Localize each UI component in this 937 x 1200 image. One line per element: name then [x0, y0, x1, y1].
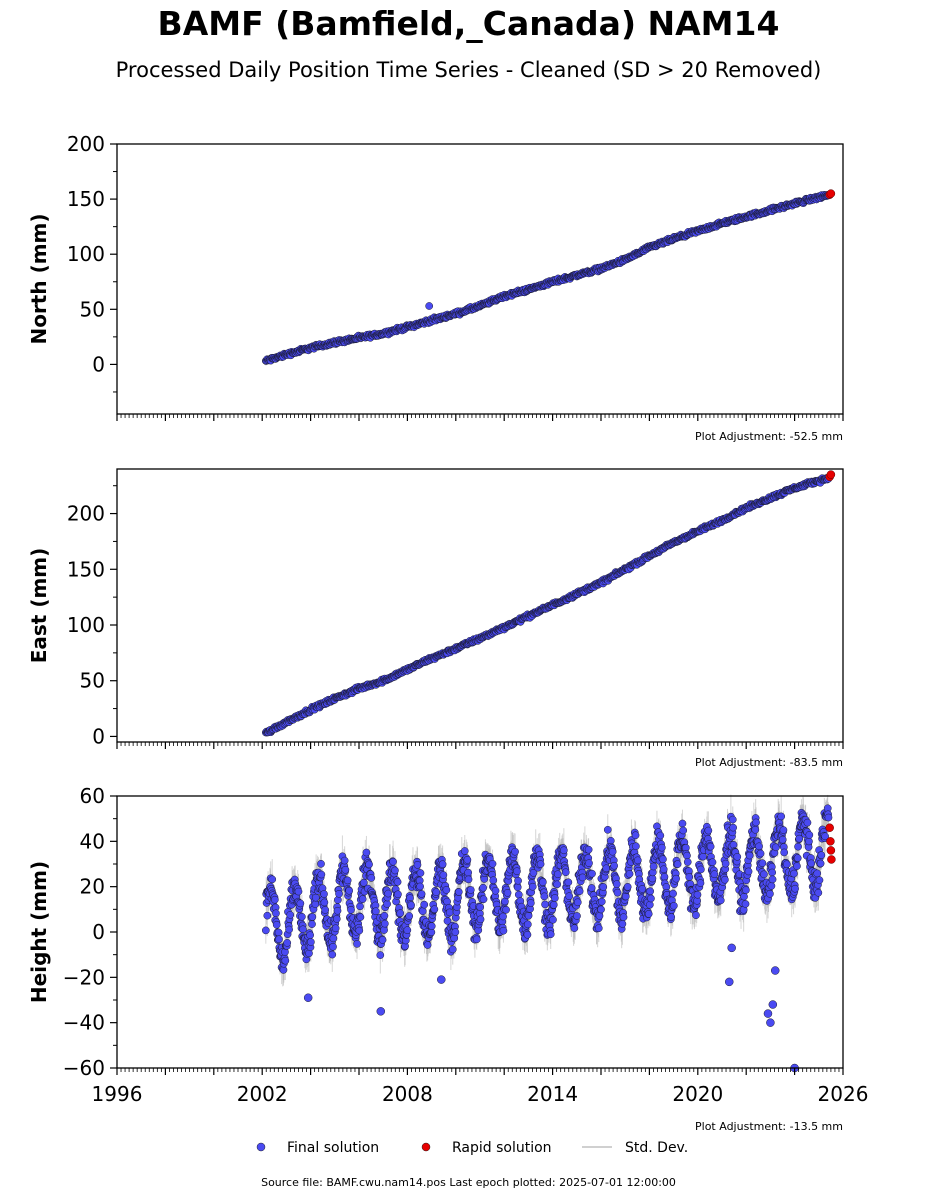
y-axis-label: East (mm)	[27, 548, 51, 664]
rapid-solution-points	[825, 470, 836, 482]
y-tick-label: 0	[92, 724, 105, 748]
plot-adjustment-note: Plot Adjustment: -83.5 mm	[695, 756, 843, 769]
y-tick-label: 200	[67, 502, 105, 526]
page-title: BAMF (Bamfield,_Canada) NAM14	[157, 4, 780, 43]
panel-north: 0 50 100 150 200 North (mm) Plot Adjustment: -…	[27, 132, 844, 443]
y-axis-label: North (mm)	[27, 213, 51, 344]
y-tick-label: 0	[92, 352, 105, 376]
y-tick-label: 150	[67, 557, 105, 581]
rapid-solution-point	[826, 470, 836, 479]
panel-east: 0 50 100 150 200 East (mm) Plot Adjustment: -8…	[27, 468, 844, 769]
y-tick-label: 100	[67, 613, 105, 637]
rapid-solution-points	[825, 189, 836, 199]
final-solution-points	[261, 191, 833, 365]
y-tick-label: 100	[67, 242, 105, 266]
final-solution-points	[261, 473, 833, 737]
plot-frame	[116, 143, 844, 415]
y-tick-label: 50	[80, 297, 105, 321]
rapid-solution-point	[826, 189, 836, 198]
y-tick-label: 150	[67, 187, 105, 211]
page-subtitle: Processed Daily Position Time Series - C…	[115, 58, 822, 82]
final-solution-point	[425, 302, 434, 310]
y-tick-label: 50	[80, 669, 105, 693]
y-tick-label: 200	[67, 132, 105, 156]
plot-adjustment-note: Plot Adjustment: -52.5 mm	[695, 430, 843, 443]
